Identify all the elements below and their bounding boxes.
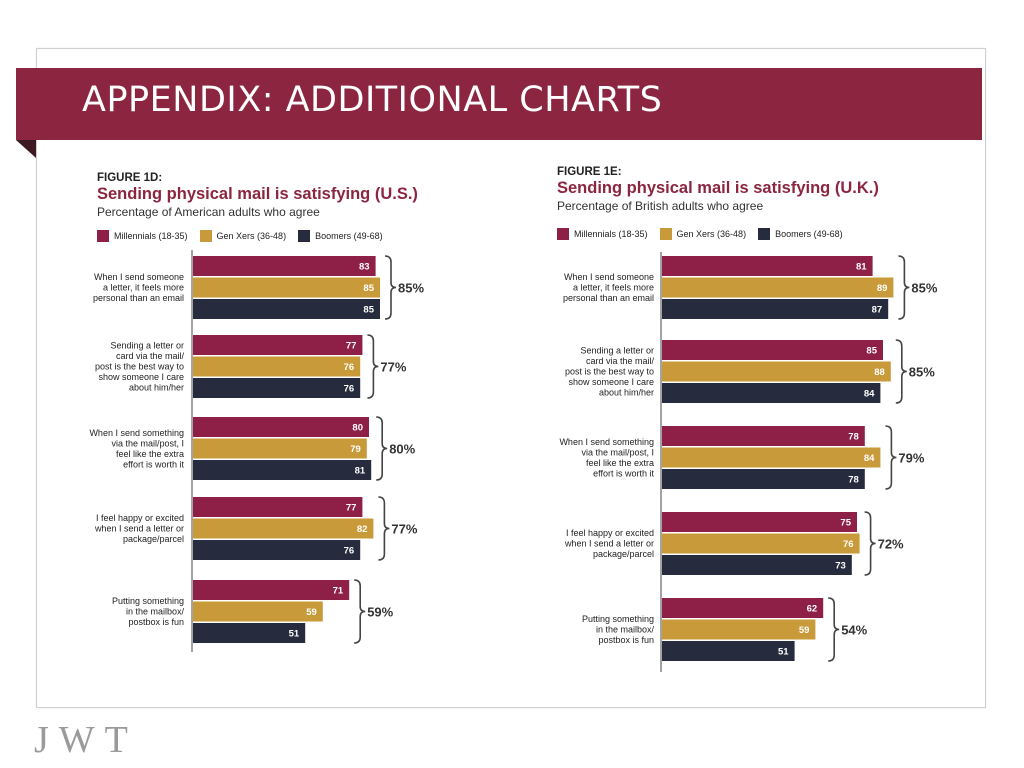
bar-value-label: 79 <box>350 444 361 455</box>
figure-1d-legend: Millennials (18-35) Gen Xers (36-48) Boo… <box>97 230 383 242</box>
bar <box>193 438 367 459</box>
legend-swatch <box>659 228 672 240</box>
figure-1e-legend: Millennials (18-35) Gen Xers (36-48) Boo… <box>557 228 843 240</box>
figure-1e-title: Sending physical mail is satisfying (U.K… <box>557 179 879 197</box>
banner-fold <box>16 140 36 158</box>
bar-value-label: 76 <box>344 362 355 373</box>
legend-label: Millennials (18-35) <box>114 231 188 241</box>
group-brace <box>354 579 366 644</box>
figure-1d-subtitle: Percentage of American adults who agree <box>97 205 320 219</box>
bar-value-label: 81 <box>355 466 366 477</box>
legend-label: Millennials (18-35) <box>574 229 648 239</box>
bar <box>193 601 323 622</box>
group-brace <box>378 496 390 561</box>
legend-swatch <box>758 228 771 240</box>
legend-swatch <box>199 230 212 242</box>
category-label: I feel happy or excited when I send a let… <box>94 513 184 544</box>
category-label: Sending a letter or card via the mail/pos… <box>95 341 185 393</box>
bar <box>193 335 363 355</box>
legend-label: Gen Xers (36-48) <box>216 231 287 241</box>
group-total-label: 80% <box>389 442 415 457</box>
bar <box>193 299 380 319</box>
bar-value-label: 51 <box>289 629 300 640</box>
legend-label: Gen Xers (36-48) <box>676 229 747 239</box>
bar-value-label: 80 <box>352 423 363 434</box>
bar-value-label: 77 <box>346 341 357 352</box>
category-label-line: postbox is fun <box>128 617 184 627</box>
bar-value-label: 83 <box>359 262 370 273</box>
category-label-line: package/parcel <box>123 534 184 544</box>
legend-swatch <box>557 228 569 240</box>
bar-value-label: 76 <box>344 384 355 395</box>
category-label-line: When I send someone <box>94 272 184 282</box>
title-banner <box>16 68 982 140</box>
legend-swatch <box>97 230 109 242</box>
figure-1e-subtitle: Percentage of British adults who agree <box>557 199 764 213</box>
figure-1d-label: FIGURE 1D: <box>97 172 163 184</box>
bar <box>193 540 361 560</box>
figure-1e-header: FIGURE 1E: Sending physical mail is sati… <box>557 166 879 213</box>
category-label-line: via the mail/post, I <box>111 438 184 448</box>
category-label-line: feel like the extra <box>116 449 184 459</box>
category-label: When I send something via the mail/post, … <box>89 428 184 470</box>
legend-item-boomers: Boomers (49-68) <box>298 230 383 242</box>
bar <box>193 623 306 643</box>
category-label: Putting something in the mailbox/postbox … <box>112 596 185 627</box>
category-label-line: show someone I care <box>98 372 184 382</box>
category-label-line: I feel happy or excited <box>96 513 184 523</box>
legend-label: Boomers (49-68) <box>315 231 383 241</box>
legend-swatch <box>298 230 311 242</box>
category-label-line: Sending a letter or <box>110 341 184 351</box>
category-label-line: effort is worth it <box>123 459 184 469</box>
legend-item-gen-x: Gen Xers (36-48) <box>659 228 747 240</box>
category-label-line: in the mailbox/ <box>126 607 185 617</box>
bar-value-label: 77 <box>346 503 357 514</box>
category-label-line: card via the mail/ <box>116 351 185 361</box>
bar-value-label: 85 <box>363 283 374 294</box>
bar <box>193 256 376 276</box>
figure-1d-header: FIGURE 1D: Sending physical mail is sati… <box>97 172 418 219</box>
legend-item-gen-x: Gen Xers (36-48) <box>199 230 287 242</box>
bar-value-label: 59 <box>306 607 317 618</box>
bar <box>193 580 350 600</box>
bar-value-label: 82 <box>357 524 368 535</box>
figure-1d-title: Sending physical mail is satisfying (U.S… <box>97 185 418 203</box>
group-total-label: 85% <box>398 281 424 296</box>
jwt-logo: JWT <box>34 719 138 761</box>
group-total-label: 59% <box>367 605 393 620</box>
bar <box>193 497 363 517</box>
group-brace <box>376 416 388 481</box>
group-total-label: 77% <box>380 360 406 375</box>
legend-item-millennials: Millennials (18-35) <box>557 228 648 240</box>
bar-value-label: 71 <box>333 586 344 597</box>
legend-label: Boomers (49-68) <box>775 229 843 239</box>
slide-title: APPENDIX: ADDITIONAL CHARTS <box>82 80 663 120</box>
bar <box>193 277 380 298</box>
legend-item-millennials: Millennials (18-35) <box>97 230 188 242</box>
category-label-line: personal than an email <box>93 293 184 303</box>
category-label: When I send someone a letter, it feels mo… <box>93 272 184 303</box>
bar <box>193 518 374 539</box>
bar-value-label: 76 <box>344 546 355 557</box>
legend-item-boomers: Boomers (49-68) <box>758 228 843 240</box>
category-label-line: When I send something <box>89 428 184 438</box>
category-label-line: about him/her <box>129 383 184 393</box>
bar-value-label: 85 <box>363 305 374 316</box>
figure-1e-label: FIGURE 1E: <box>557 166 622 178</box>
group-brace <box>384 255 397 320</box>
bar <box>193 460 372 480</box>
bar <box>193 417 369 437</box>
bar <box>193 378 361 398</box>
category-label-line: a letter, it feels more <box>103 283 184 293</box>
bar <box>193 356 361 377</box>
category-label-line: Putting something <box>112 596 184 606</box>
category-label-line: when I send a letter or <box>94 524 184 534</box>
group-brace <box>367 334 379 399</box>
category-label-line: post is the best way to <box>95 362 184 372</box>
group-total-label: 77% <box>391 522 417 537</box>
